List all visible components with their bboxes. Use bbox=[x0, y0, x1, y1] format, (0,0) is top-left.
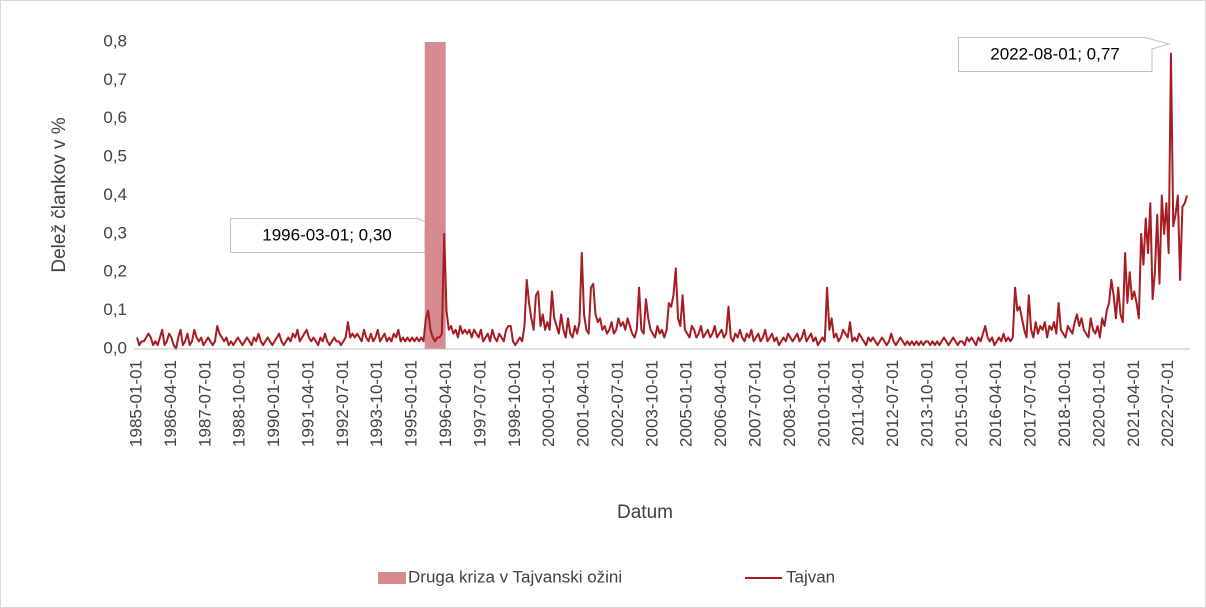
band-bar bbox=[424, 42, 428, 349]
band-bar bbox=[438, 42, 442, 349]
x-tick-label: 1988-10-01 bbox=[230, 360, 249, 447]
legend-label: Druga kriza v Tajvanski ožini bbox=[408, 567, 622, 586]
x-tick-label: 2017-07-01 bbox=[1021, 360, 1040, 447]
x-tick-label: 2010-01-01 bbox=[814, 360, 833, 447]
band-bar bbox=[436, 42, 439, 349]
y-tick-label: 0,8 bbox=[103, 31, 127, 50]
band-bar bbox=[431, 42, 435, 349]
annotation-box bbox=[958, 37, 1171, 72]
y-tick-label: 0,4 bbox=[103, 185, 127, 204]
annotation-text: 2022-08-01; 0,77 bbox=[990, 44, 1120, 63]
x-tick-label: 2001-04-01 bbox=[574, 360, 593, 447]
x-tick-label: 1995-01-01 bbox=[402, 360, 421, 447]
x-tick-label: 1990-01-01 bbox=[264, 360, 283, 447]
x-tick-label: 2022-07-01 bbox=[1158, 360, 1177, 447]
band-bar bbox=[443, 42, 446, 349]
x-axis-title: Datum bbox=[617, 502, 673, 523]
band-bar bbox=[429, 42, 432, 349]
legend-label: Tajvan bbox=[786, 567, 835, 586]
x-tick-label: 2002-07-01 bbox=[608, 360, 627, 447]
annotation: 2022-08-01; 0,77 bbox=[958, 37, 1171, 72]
y-tick-label: 0,0 bbox=[103, 338, 127, 357]
x-tick-label: 2020-01-01 bbox=[1089, 360, 1108, 447]
x-tick-label: 2011-04-01 bbox=[849, 360, 868, 446]
x-tick-label: 2000-01-01 bbox=[539, 360, 558, 447]
x-tick-label: 1997-07-01 bbox=[470, 360, 489, 447]
band-bar bbox=[440, 42, 444, 349]
x-tick-label: 2016-04-01 bbox=[986, 360, 1005, 447]
y-tick-label: 0,6 bbox=[103, 108, 127, 127]
annotation-text: 1996-03-01; 0,30 bbox=[262, 225, 392, 244]
y-tick-label: 0,5 bbox=[103, 147, 127, 166]
data-line bbox=[136, 52, 1188, 350]
x-tick-label: 2018-10-01 bbox=[1055, 360, 1074, 447]
y-tick-label: 0,1 bbox=[103, 300, 127, 319]
x-tick-label: 1992-07-01 bbox=[333, 360, 352, 447]
y-axis-title: Delež člankov v % bbox=[49, 117, 70, 272]
x-tick-label: 2012-07-01 bbox=[883, 360, 902, 447]
y-tick-label: 0,7 bbox=[103, 70, 127, 89]
x-tick-label: 2006-04-01 bbox=[711, 360, 730, 447]
x-tick-label: 1986-04-01 bbox=[161, 360, 180, 447]
band-bar bbox=[427, 42, 430, 349]
x-tick-label: 1993-10-01 bbox=[367, 360, 386, 447]
x-tick-label: 2008-10-01 bbox=[780, 360, 799, 447]
band-bar bbox=[433, 42, 437, 349]
x-tick-label: 2015-01-01 bbox=[952, 360, 971, 447]
y-tick-label: 0,2 bbox=[103, 262, 127, 281]
x-tick-label: 2007-07-01 bbox=[745, 360, 764, 447]
legend-swatch bbox=[378, 572, 406, 584]
y-tick-label: 0,3 bbox=[103, 223, 127, 242]
x-tick-label: 2005-01-01 bbox=[677, 360, 696, 447]
x-tick-label: 2013-10-01 bbox=[917, 360, 936, 447]
x-tick-label: 1996-04-01 bbox=[436, 360, 455, 447]
x-tick-label: 1987-07-01 bbox=[195, 360, 214, 447]
x-tick-label: 2021-04-01 bbox=[1124, 360, 1143, 447]
annotation: 1996-03-01; 0,30 bbox=[134, 42, 1190, 350]
x-tick-label: 1991-04-01 bbox=[298, 360, 317, 447]
x-tick-label: 1985-01-01 bbox=[126, 360, 145, 447]
x-tick-label: 2003-10-01 bbox=[642, 360, 661, 447]
x-tick-label: 1998-10-01 bbox=[505, 360, 524, 447]
